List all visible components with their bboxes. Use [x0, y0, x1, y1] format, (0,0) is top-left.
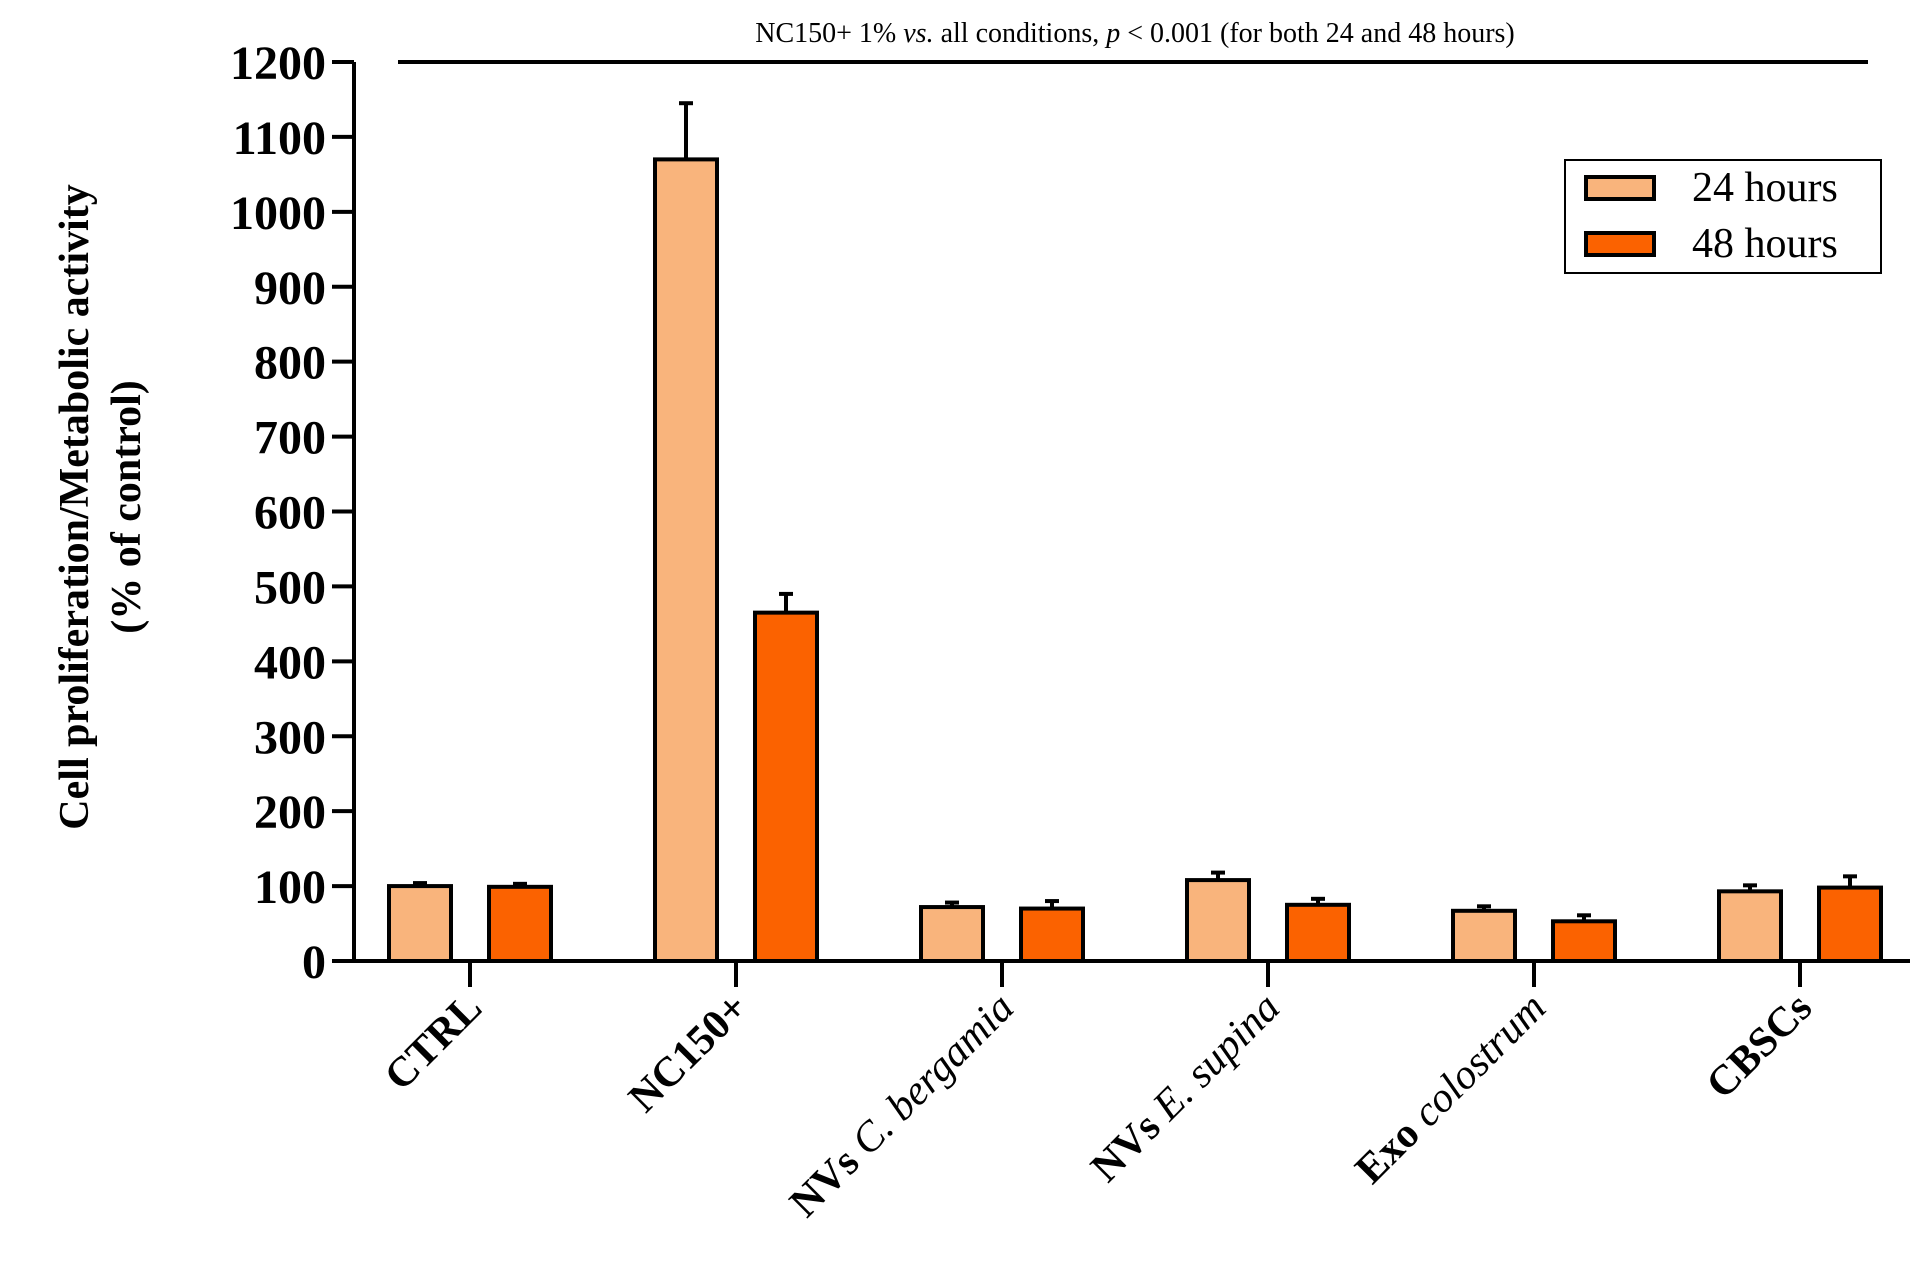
y-tick-label: 1000	[230, 187, 326, 240]
y-tick-label: 400	[254, 636, 326, 689]
y-tick-label: 1100	[233, 112, 326, 165]
bar-24h-1	[653, 157, 719, 963]
y-tick-label: 700	[254, 412, 326, 465]
y-tick-label: 600	[254, 487, 326, 540]
x-tick-label-main: CBSCs	[1698, 985, 1821, 1108]
annotation-mid: all conditions,	[934, 18, 1107, 49]
bar-48h-1	[753, 610, 819, 963]
annotation-pre: NC150+ 1%	[755, 18, 903, 49]
significance-text: NC150+ 1% vs. all conditions, p < 0.001 …	[755, 18, 1515, 49]
legend-swatch-0	[1584, 175, 1656, 201]
bar-24h-0	[387, 884, 453, 963]
y-tick-label: 100	[254, 861, 326, 914]
y-tick-label: 200	[254, 786, 326, 839]
x-tick-label-species: C. bergamia	[843, 985, 1023, 1165]
bar-48h-5	[1817, 885, 1883, 963]
x-tick-label: Exo colostrum	[1347, 985, 1555, 1193]
x-tick-label: NVs E. supina	[1082, 985, 1289, 1192]
x-tick-label: CTRL	[376, 985, 491, 1100]
legend-label-1: 48 hours	[1692, 221, 1838, 267]
x-tick-label: NC150+	[620, 985, 757, 1122]
y-tick-label: 0	[302, 936, 326, 989]
y-tick-label: 300	[254, 711, 326, 764]
y-axis-title: Cell proliferation/Metabolic activity (%…	[52, 184, 150, 829]
y-tick-label: 1200	[230, 37, 326, 90]
y-axis-title-line1: Cell proliferation/Metabolic activity	[52, 184, 98, 829]
bar-24h-3	[1185, 878, 1251, 964]
bar-48h-3	[1285, 902, 1351, 963]
bar-24h-4	[1451, 908, 1517, 964]
y-tick-label: 500	[254, 561, 326, 614]
legend: 24 hours 48 hours	[1564, 159, 1882, 274]
x-tick-label-main: NC150+	[620, 985, 757, 1122]
bar-48h-2	[1019, 906, 1085, 964]
legend-swatch-1	[1584, 231, 1656, 257]
bars	[387, 101, 1883, 964]
x-axis	[354, 959, 1910, 987]
y-axis-title-line2: (% of control)	[104, 380, 150, 634]
annotation-vs: vs.	[903, 18, 933, 49]
bar-24h-2	[919, 905, 985, 963]
x-tick-label-species: colostrum	[1404, 985, 1555, 1136]
y-tick-label: 900	[254, 262, 326, 315]
legend-label-0: 24 hours	[1692, 165, 1838, 211]
x-tick-labels: CTRL NC150+NVs C. bergamia NVs E. supina Ex…	[376, 985, 1821, 1227]
annotation-p: p	[1104, 18, 1120, 49]
x-tick-label: NVs C. bergamia	[781, 985, 1023, 1227]
bar-24h-5	[1717, 889, 1783, 964]
y-tick-label: 800	[254, 337, 326, 390]
x-tick-label-main: CTRL	[376, 985, 491, 1100]
bar-48h-0	[487, 884, 553, 964]
y-axis: 0 100 200 300 400 500 600 700 800 900 1000 1100 1200	[230, 37, 356, 989]
x-tick-label-species: E. supina	[1144, 985, 1289, 1130]
bar-48h-4	[1551, 919, 1617, 964]
x-tick-label: CBSCs	[1698, 985, 1821, 1108]
annotation-post: < 0.001 (for both 24 and 48 hours)	[1120, 18, 1515, 49]
significance-annotation: NC150+ 1% vs. all conditions, p < 0.001 …	[398, 18, 1868, 64]
